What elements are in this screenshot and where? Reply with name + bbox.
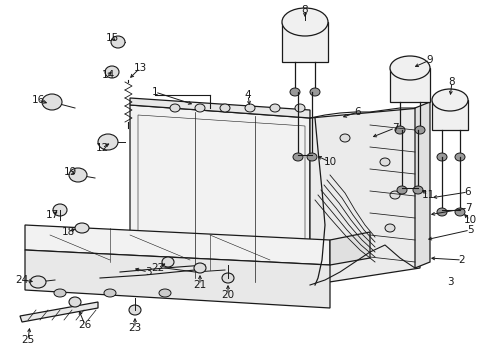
- Polygon shape: [329, 232, 369, 265]
- Text: 10: 10: [463, 215, 476, 225]
- Polygon shape: [309, 108, 419, 285]
- Ellipse shape: [244, 104, 254, 112]
- Text: 1: 1: [151, 87, 158, 97]
- Ellipse shape: [384, 224, 394, 232]
- Ellipse shape: [282, 8, 327, 36]
- Text: 9: 9: [426, 55, 432, 65]
- Ellipse shape: [294, 104, 305, 112]
- Ellipse shape: [129, 305, 141, 315]
- Text: 6: 6: [354, 107, 361, 117]
- Text: 3: 3: [144, 267, 151, 277]
- Text: 15: 15: [105, 33, 119, 43]
- Ellipse shape: [289, 88, 299, 96]
- Ellipse shape: [104, 289, 116, 297]
- Text: 13: 13: [133, 63, 146, 73]
- Text: 4: 4: [244, 90, 251, 100]
- Ellipse shape: [389, 56, 429, 80]
- Ellipse shape: [159, 289, 171, 297]
- Ellipse shape: [105, 66, 119, 78]
- Ellipse shape: [414, 126, 424, 134]
- Polygon shape: [414, 102, 429, 268]
- Ellipse shape: [379, 158, 389, 166]
- Ellipse shape: [431, 89, 467, 111]
- Ellipse shape: [111, 36, 125, 48]
- Ellipse shape: [30, 276, 46, 288]
- Ellipse shape: [436, 153, 446, 161]
- Ellipse shape: [75, 223, 89, 233]
- Ellipse shape: [269, 104, 280, 112]
- Text: 18: 18: [61, 227, 75, 237]
- Text: 8: 8: [301, 5, 307, 15]
- Polygon shape: [389, 68, 429, 102]
- Text: 8: 8: [448, 77, 454, 87]
- Text: 7: 7: [391, 123, 398, 133]
- Ellipse shape: [195, 104, 204, 112]
- Ellipse shape: [222, 273, 234, 283]
- Text: 22: 22: [151, 263, 164, 273]
- Ellipse shape: [170, 104, 180, 112]
- Ellipse shape: [54, 289, 66, 297]
- Polygon shape: [130, 98, 309, 118]
- Polygon shape: [282, 22, 327, 62]
- Polygon shape: [20, 302, 98, 322]
- Text: 3: 3: [446, 277, 452, 287]
- Text: 23: 23: [128, 323, 142, 333]
- Ellipse shape: [194, 263, 205, 273]
- Ellipse shape: [69, 168, 87, 182]
- Ellipse shape: [292, 153, 303, 161]
- Ellipse shape: [309, 88, 319, 96]
- Text: 11: 11: [421, 190, 434, 200]
- Text: 17: 17: [45, 210, 59, 220]
- Text: 6: 6: [464, 187, 470, 197]
- Text: 20: 20: [221, 290, 234, 300]
- Ellipse shape: [306, 153, 316, 161]
- Text: 12: 12: [95, 143, 108, 153]
- Text: 14: 14: [101, 70, 114, 80]
- Text: 16: 16: [31, 95, 44, 105]
- Ellipse shape: [436, 208, 446, 216]
- Text: 10: 10: [323, 157, 336, 167]
- Ellipse shape: [98, 134, 118, 150]
- Ellipse shape: [53, 204, 67, 216]
- Ellipse shape: [454, 208, 464, 216]
- Polygon shape: [130, 105, 309, 285]
- Text: 21: 21: [193, 280, 206, 290]
- Ellipse shape: [220, 104, 229, 112]
- Ellipse shape: [389, 191, 399, 199]
- Polygon shape: [25, 225, 329, 265]
- Polygon shape: [25, 250, 329, 308]
- Text: 26: 26: [78, 320, 91, 330]
- Text: 24: 24: [15, 275, 29, 285]
- Ellipse shape: [162, 257, 174, 267]
- Ellipse shape: [396, 186, 406, 194]
- Ellipse shape: [412, 186, 422, 194]
- Text: 25: 25: [21, 335, 35, 345]
- Text: 7: 7: [464, 203, 470, 213]
- Ellipse shape: [454, 153, 464, 161]
- Ellipse shape: [394, 126, 404, 134]
- Ellipse shape: [69, 297, 81, 307]
- Text: 19: 19: [63, 167, 77, 177]
- Polygon shape: [431, 100, 467, 130]
- Text: 5: 5: [466, 225, 472, 235]
- Text: 2: 2: [458, 255, 465, 265]
- Ellipse shape: [42, 94, 62, 110]
- Ellipse shape: [339, 134, 349, 142]
